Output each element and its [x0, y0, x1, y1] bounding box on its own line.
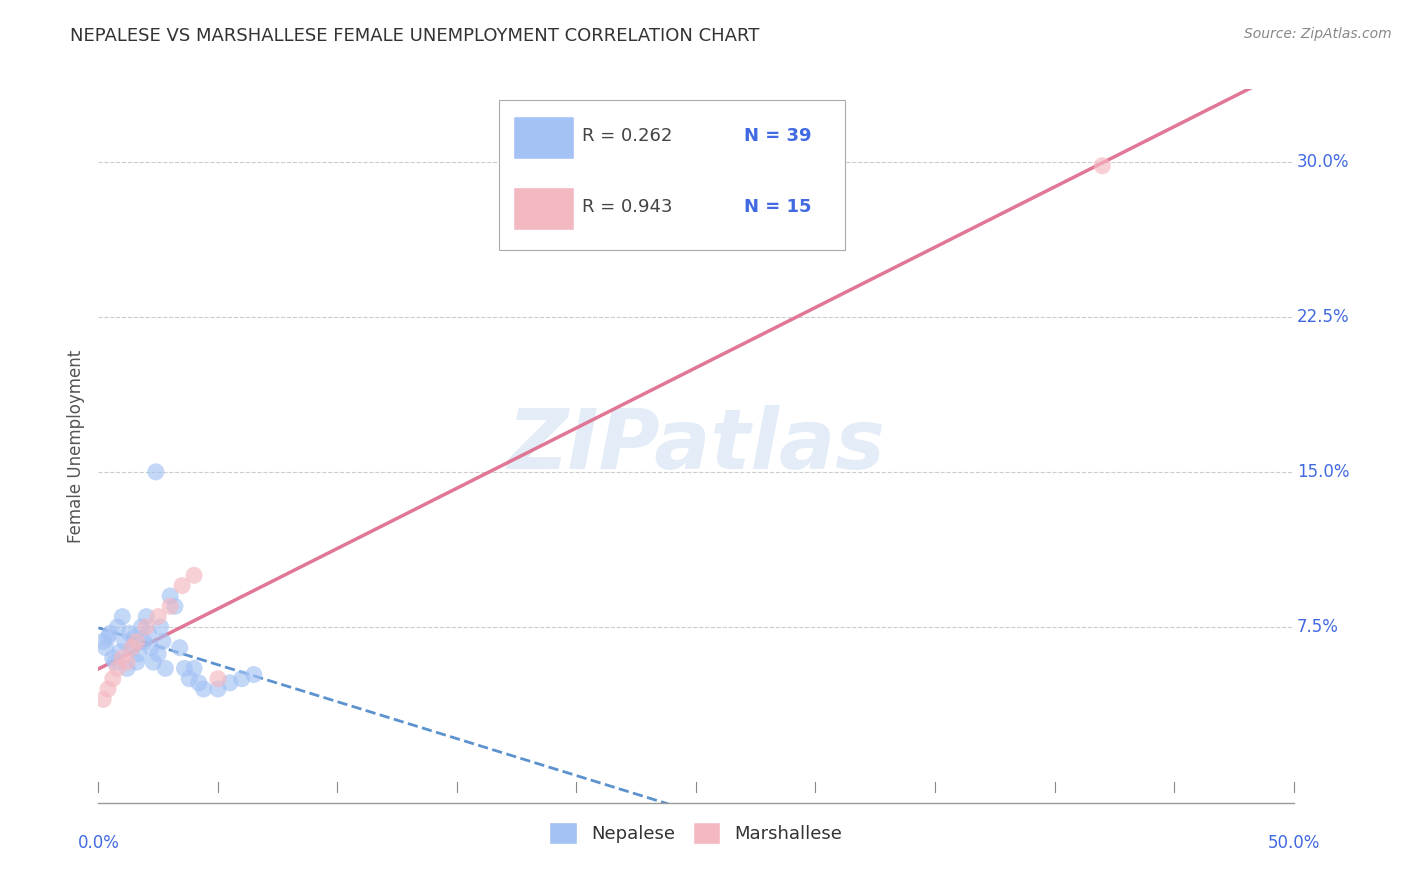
- Point: [187, 676, 209, 690]
- Point: [118, 626, 141, 640]
- Point: [159, 599, 181, 614]
- Point: [155, 661, 177, 675]
- Text: ZIPatlas: ZIPatlas: [508, 406, 884, 486]
- Point: [219, 676, 242, 690]
- Point: [169, 640, 191, 655]
- Point: [107, 620, 129, 634]
- Text: N = 39: N = 39: [744, 127, 811, 145]
- Text: R = 0.262: R = 0.262: [582, 127, 673, 145]
- FancyBboxPatch shape: [513, 116, 574, 159]
- Point: [97, 630, 120, 644]
- Point: [163, 599, 186, 614]
- Point: [142, 655, 165, 669]
- Point: [115, 661, 138, 675]
- Point: [125, 634, 148, 648]
- Point: [139, 640, 162, 655]
- Point: [104, 655, 127, 669]
- Point: [94, 640, 117, 655]
- Point: [101, 651, 124, 665]
- Point: [193, 681, 215, 696]
- Text: 50.0%: 50.0%: [1267, 834, 1320, 852]
- Point: [207, 672, 229, 686]
- Point: [183, 568, 205, 582]
- FancyBboxPatch shape: [499, 100, 845, 250]
- Point: [98, 626, 122, 640]
- Text: 30.0%: 30.0%: [1298, 153, 1350, 170]
- Text: R = 0.943: R = 0.943: [582, 198, 673, 216]
- Point: [121, 640, 143, 655]
- Point: [231, 672, 253, 686]
- Point: [243, 667, 266, 681]
- Point: [111, 651, 134, 665]
- Point: [172, 579, 194, 593]
- Point: [179, 672, 201, 686]
- Point: [125, 655, 148, 669]
- Point: [108, 645, 131, 659]
- Point: [149, 620, 172, 634]
- Point: [91, 692, 114, 706]
- Point: [138, 626, 160, 640]
- Point: [132, 634, 155, 648]
- Point: [115, 655, 138, 669]
- Point: [1091, 159, 1114, 173]
- Point: [207, 681, 229, 696]
- Point: [114, 634, 136, 648]
- Point: [97, 681, 120, 696]
- Point: [135, 620, 157, 634]
- Point: [121, 640, 143, 655]
- Text: N = 15: N = 15: [744, 198, 811, 216]
- Point: [101, 672, 124, 686]
- Point: [148, 609, 170, 624]
- Point: [173, 661, 195, 675]
- Point: [145, 465, 167, 479]
- Point: [111, 609, 134, 624]
- Text: NEPALESE VS MARSHALLESE FEMALE UNEMPLOYMENT CORRELATION CHART: NEPALESE VS MARSHALLESE FEMALE UNEMPLOYM…: [70, 27, 759, 45]
- Point: [152, 634, 174, 648]
- Point: [148, 647, 170, 661]
- Point: [183, 661, 205, 675]
- Point: [159, 589, 181, 603]
- Legend: Nepalese, Marshallese: Nepalese, Marshallese: [543, 814, 849, 851]
- Text: 7.5%: 7.5%: [1298, 618, 1339, 636]
- Point: [107, 661, 129, 675]
- Point: [131, 620, 153, 634]
- Text: 22.5%: 22.5%: [1298, 308, 1350, 326]
- Point: [135, 609, 157, 624]
- Text: 0.0%: 0.0%: [77, 834, 120, 852]
- FancyBboxPatch shape: [513, 187, 574, 230]
- Text: Source: ZipAtlas.com: Source: ZipAtlas.com: [1244, 27, 1392, 41]
- Point: [91, 634, 114, 648]
- Y-axis label: Female Unemployment: Female Unemployment: [66, 350, 84, 542]
- Text: 15.0%: 15.0%: [1298, 463, 1350, 481]
- Point: [124, 630, 146, 644]
- Point: [128, 647, 150, 661]
